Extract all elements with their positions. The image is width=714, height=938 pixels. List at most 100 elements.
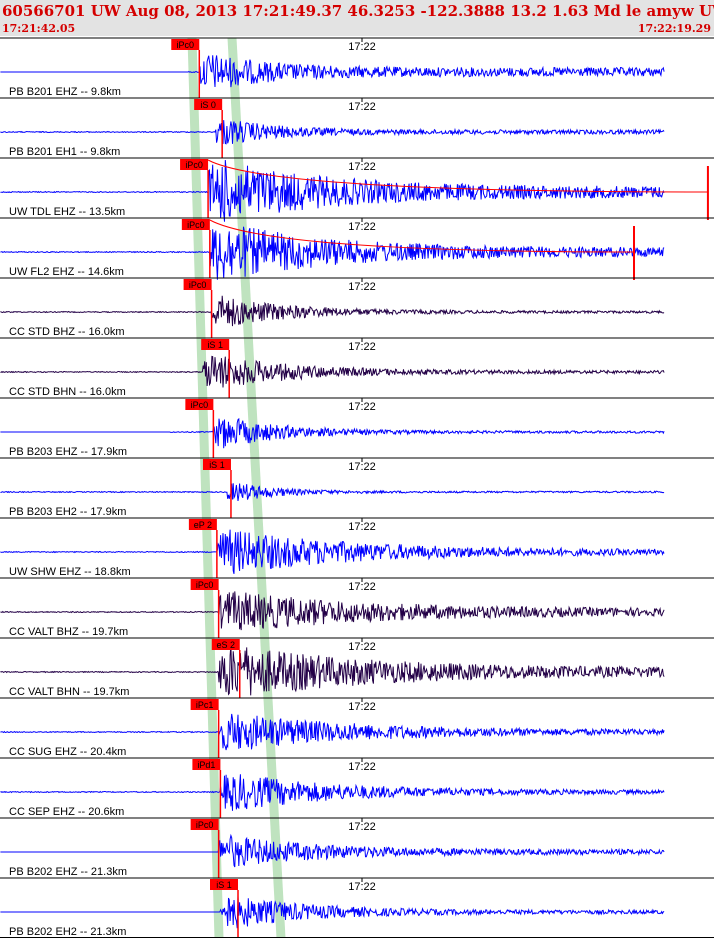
time-tick-label: 17:22: [348, 281, 376, 293]
waveform-trace: [0, 591, 665, 631]
trace-panel: 17:22 iPc0 CC STD BHZ -- 16.0km: [0, 277, 714, 338]
time-tick-label: 17:22: [348, 401, 376, 413]
time-tick-label: 17:22: [348, 41, 376, 53]
trace-panel: 17:22 iPc0 UW FL2 EHZ -- 14.6km: [0, 217, 714, 280]
pick-label: eS 2: [217, 640, 236, 650]
waveform-trace: [0, 483, 665, 501]
time-tick-label: 17:22: [348, 881, 376, 893]
station-label: PB B201 EH1 -- 9.8km: [9, 146, 120, 158]
time-tick-label: 17:22: [348, 521, 376, 533]
pick-label-box: [183, 279, 212, 290]
pick-label: iPc1: [196, 700, 214, 710]
time-tick-label: 17:22: [348, 581, 376, 593]
station-label: CC VALT BHZ -- 19.7km: [9, 626, 128, 638]
pick-label-box: [190, 699, 219, 710]
waveform-trace: [0, 120, 665, 145]
trace-panel: 17:22 eP 2 UW SHW EHZ -- 18.8km: [0, 517, 714, 578]
trace-panel: 17:22 iS 1 PB B202 EH2 -- 21.3km: [0, 877, 714, 938]
station-label: PB B202 EH2 -- 21.3km: [9, 926, 126, 938]
trace-panel: 17:22 iS 0 PB B201 EH1 -- 9.8km: [0, 97, 714, 158]
pick-label-box: [194, 99, 223, 110]
start-time: 17:21:42.05: [2, 22, 75, 35]
station-label: UW TDL EHZ -- 13.5km: [9, 206, 125, 218]
pick-label: iS 1: [209, 460, 225, 470]
time-tick-label: 17:22: [348, 101, 376, 113]
station-label: CC STD BHN -- 16.0km: [9, 386, 126, 398]
pick-label-box: [192, 759, 221, 770]
time-tick-label: 17:22: [348, 821, 376, 833]
waveform-trace: [0, 226, 665, 280]
station-label: UW FL2 EHZ -- 14.6km: [9, 266, 124, 278]
waveform-trace: [0, 355, 665, 388]
time-tick-label: 17:22: [348, 701, 376, 713]
trace-panel: 17:22 iPc0 UW TDL EHZ -- 13.5km: [0, 157, 714, 222]
time-tick-label: 17:22: [348, 761, 376, 773]
pick-label-box: [185, 399, 214, 410]
pick-label: iPc0: [196, 580, 214, 590]
time-tick-label: 17:22: [348, 461, 376, 473]
trace-panel: 17:22 iS 1 CC STD BHN -- 16.0km: [0, 337, 714, 398]
station-label: CC SUG EHZ -- 20.4km: [9, 746, 126, 758]
time-tick-label: 17:22: [348, 641, 376, 653]
station-label: CC SEP EHZ -- 20.6km: [9, 806, 124, 818]
trace-panel: 17:22 iPc0 PB B201 EHZ -- 9.8km: [0, 37, 714, 98]
station-label: CC VALT BHN -- 19.7km: [9, 686, 129, 698]
trace-panel: 17:22 iPc0 PB B202 EHZ -- 21.3km: [0, 817, 714, 878]
pick-label: eP 2: [194, 520, 212, 530]
pick-label-box: [190, 579, 219, 590]
time-tick-label: 17:22: [348, 341, 376, 353]
pick-label-box: [190, 819, 219, 830]
trace-panels: 17:22 iPc0 PB B201 EHZ -- 9.8km 17:22 iS 0 PB…: [0, 37, 714, 938]
pick-label: iPd1: [197, 760, 215, 770]
waveform-trace: [0, 529, 665, 575]
station-label: PB B201 EHZ -- 9.8km: [9, 86, 121, 98]
waveform-trace: [0, 713, 665, 751]
pick-label: iPc0: [187, 220, 205, 230]
waveform-trace: [0, 895, 665, 929]
station-label: PB B203 EHZ -- 17.9km: [9, 446, 127, 458]
pick-label-box: [188, 519, 217, 530]
station-label: UW SHW EHZ -- 18.8km: [9, 566, 131, 578]
pick-label: iS 0: [200, 100, 216, 110]
pick-label-box: [201, 339, 230, 350]
pick-label: iPc0: [191, 400, 209, 410]
station-label: CC STD BHZ -- 16.0km: [9, 326, 125, 338]
station-label: PB B203 EH2 -- 17.9km: [9, 506, 126, 518]
pick-label-box: [181, 219, 210, 230]
trace-panel: 17:22 iPc0 CC VALT BHZ -- 19.7km: [0, 577, 714, 638]
pick-label: iPc0: [177, 40, 195, 50]
waveform-trace: [0, 295, 665, 327]
trace-panel: 17:22 iPd1 CC SEP EHZ -- 20.6km: [0, 757, 714, 818]
pick-label-box: [202, 459, 231, 470]
waveform-trace: [0, 417, 665, 449]
trace-panel: 17:22 iPc1 CC SUG EHZ -- 20.4km: [0, 697, 714, 758]
header-bar: [0, 0, 714, 36]
waveform-trace: [0, 644, 665, 696]
time-tick-label: 17:22: [348, 161, 376, 173]
pick-label-box: [211, 639, 240, 650]
pick-label: iPc0: [185, 160, 203, 170]
pick-label: iS 1: [207, 340, 223, 350]
time-tick-label: 17:22: [348, 221, 376, 233]
pick-label-box: [180, 159, 209, 170]
waveform-trace: [0, 55, 665, 88]
trace-panel: 17:22 iPc0 PB B203 EHZ -- 17.9km: [0, 397, 714, 458]
trace-panel: 17:22 iS 1 PB B203 EH2 -- 17.9km: [0, 457, 714, 518]
end-time: 17:22:19.29: [638, 22, 711, 35]
pick-label-box: [171, 39, 200, 50]
p-phase-band: [187, 38, 224, 938]
trace-panel: 17:22 eS 2 CC VALT BHN -- 19.7km: [0, 637, 714, 698]
coda-duration-line: [209, 219, 635, 253]
pick-label-box: [210, 879, 238, 890]
waveform-trace: [0, 774, 665, 811]
coda-duration-line: [207, 159, 708, 193]
event-title: 60566701 UW Aug 08, 2013 17:21:49.37 46.…: [2, 2, 714, 20]
pick-label: iPc0: [196, 820, 214, 830]
pick-label: iS 1: [216, 880, 232, 890]
station-label: PB B202 EHZ -- 21.3km: [9, 866, 127, 878]
pick-label: iPc0: [189, 280, 207, 290]
waveform-trace: [0, 833, 665, 868]
